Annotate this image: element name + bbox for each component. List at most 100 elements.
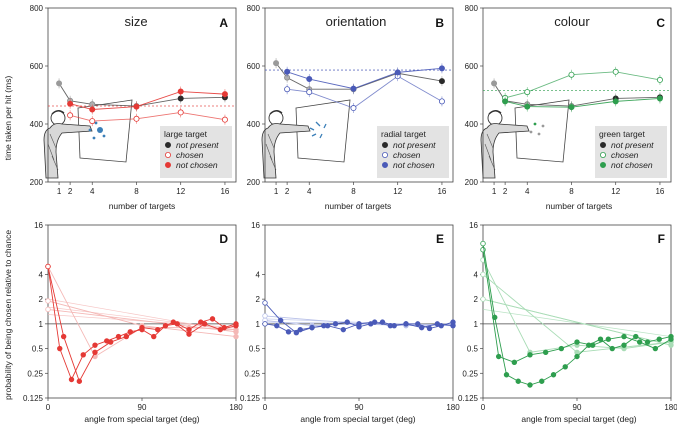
panel-a-title: size (124, 14, 147, 29)
panel-e-ytick-label: 16 (251, 221, 260, 230)
panel-d-xlabel: angle from special target (deg) (84, 414, 199, 424)
panel-d-ytick-label: 2 (39, 295, 44, 304)
panel-f-letter: F (658, 232, 665, 246)
panel-b-xtick-label: 12 (393, 187, 402, 196)
panel-c-ytick-label: 400 (465, 120, 479, 129)
panel-a-ytick-label: 800 (30, 4, 44, 13)
panel-a-frame (47, 7, 237, 183)
panel-a-xtick-label: 4 (90, 187, 95, 196)
panel-f-point-n-16 (644, 339, 651, 345)
panel-e-point-n-16 (438, 322, 444, 329)
panel-d-point-n-16 (127, 329, 133, 335)
panel-d-point-n-12 (123, 333, 130, 340)
panel-b-legend-box (377, 126, 449, 178)
panel-e-point-n-16 (321, 322, 327, 329)
panel-f-point-n-2 (480, 296, 486, 302)
panel-f-point-n-16 (597, 336, 604, 342)
panel-a-legend-item: not chosen (176, 160, 218, 170)
panel-a-point-chosen (67, 112, 74, 119)
panel-c-frame (482, 7, 672, 183)
panel-f-point-n-12 (495, 353, 502, 360)
panel-e-point-n-16 (332, 321, 339, 327)
panel-f-point-n-12 (511, 359, 518, 366)
panel-d-ytick-label: 16 (34, 221, 43, 230)
panel-f-point-n-16 (586, 342, 592, 348)
panel-a-ytick-label: 600 (30, 62, 44, 71)
panel-c-legend-item: not present (611, 140, 654, 150)
panel-f-point-n-12 (605, 336, 612, 342)
panel-b-letter: B (435, 16, 444, 30)
panel-c-legend-marker (600, 151, 607, 158)
panel-b-ytick-label: 400 (247, 120, 261, 129)
panel-d-xtick-label: 180 (229, 403, 243, 412)
panel-c-ytick-label: 600 (465, 62, 479, 71)
panel-e-point-n-16 (356, 324, 362, 330)
panel-b-line-not-present (275, 62, 443, 90)
panel-c-point-not-chosen (502, 98, 509, 105)
panel-f-point-n-16 (480, 240, 486, 247)
panel-a-xlabel: number of targets (109, 201, 176, 211)
panel-e-point-n-16 (426, 325, 433, 332)
panel-a-xtick-label: 12 (176, 187, 185, 196)
panel-a-legend-marker (164, 151, 171, 158)
panel-d-xtick-label: 0 (46, 403, 51, 412)
panel-d-point-n-16 (45, 263, 51, 270)
panel-f-ytick-label: 0.25 (462, 369, 478, 378)
panel-f-point-n-12 (558, 345, 565, 352)
panel-b-frame (264, 7, 454, 183)
panel-b-point-chosen (306, 89, 313, 96)
panel-b-xtick-label: 16 (437, 187, 446, 196)
panel-c-point-chosen (568, 71, 575, 78)
top-ylabel: time taken per hit (ms) (3, 76, 13, 161)
panel-e-ytick-label: 4 (256, 270, 261, 279)
panel-b-title: orientation (326, 14, 387, 29)
panel-a-point-chosen (177, 109, 184, 116)
panel-c-point-chosen (612, 68, 619, 75)
panel-b-ytick-label: 200 (247, 178, 261, 187)
panel-d-point-n-16 (186, 326, 192, 333)
panel-d-point-n-12 (60, 333, 67, 340)
panel-a-xtick-label: 2 (68, 187, 73, 196)
panel-a-point-not-chosen (177, 88, 184, 95)
panel-f-line-fit-line (482, 309, 672, 337)
panel-d-point-n-12 (154, 326, 161, 333)
panel-b-point-not-chosen (394, 69, 401, 76)
panel-c-ytick-label: 800 (465, 4, 479, 13)
panel-e-point-n-16 (344, 319, 350, 325)
panel-d-ytick-label: 1 (39, 320, 44, 329)
panel-c-point-not-chosen (612, 98, 619, 105)
panel-a-ytick-label: 200 (30, 178, 44, 187)
panel-b-xlabel: number of targets (325, 201, 392, 211)
panel-f-line-n-2 (482, 298, 672, 346)
panel-f-xtick-label: 180 (664, 403, 677, 412)
panel-f-point-n-12 (652, 345, 659, 352)
panel-d-point-n-16 (139, 326, 145, 333)
panel-c-legend-title: green target (599, 129, 645, 139)
bottom-ylabel: probability of being chosen relative to … (3, 230, 13, 400)
panel-e-point-n-16 (309, 324, 315, 331)
panel-c-legend-marker (600, 141, 607, 148)
panel-a-point-chosen (221, 116, 228, 123)
panel-d-point-n-12 (186, 331, 192, 337)
panel-f-ytick-label: 2 (474, 295, 479, 304)
panel-e-xtick-label: 180 (446, 403, 460, 412)
panel-c-point-not-present (491, 80, 498, 87)
panel-e-ytick-label: 0.25 (244, 369, 260, 378)
panel-a-legend-marker (164, 161, 171, 168)
panel-b-xtick-label: 4 (307, 187, 312, 196)
panel-b-point-chosen (350, 105, 357, 112)
panel-c-legend-item: not chosen (611, 160, 653, 170)
panel-e-point-n-16 (285, 329, 292, 335)
panel-a-legend-item: not present (176, 140, 219, 150)
panel-d-point-n-4 (233, 333, 239, 340)
panel-c-xtick-label: 8 (569, 187, 574, 196)
panel-e-point-n-16 (415, 321, 421, 327)
panel-d-point-n-16 (115, 333, 122, 340)
panel-e-point-n-4 (262, 313, 268, 319)
panel-a-legend-title: large target (164, 129, 208, 139)
panel-d-point-n-16 (104, 338, 110, 344)
panel-c-point-chosen (524, 89, 531, 96)
panel-e-point-n-12 (262, 300, 268, 306)
panel-e-ytick-label: 0.5 (249, 345, 261, 354)
panel-f-point-n-4 (480, 271, 486, 278)
